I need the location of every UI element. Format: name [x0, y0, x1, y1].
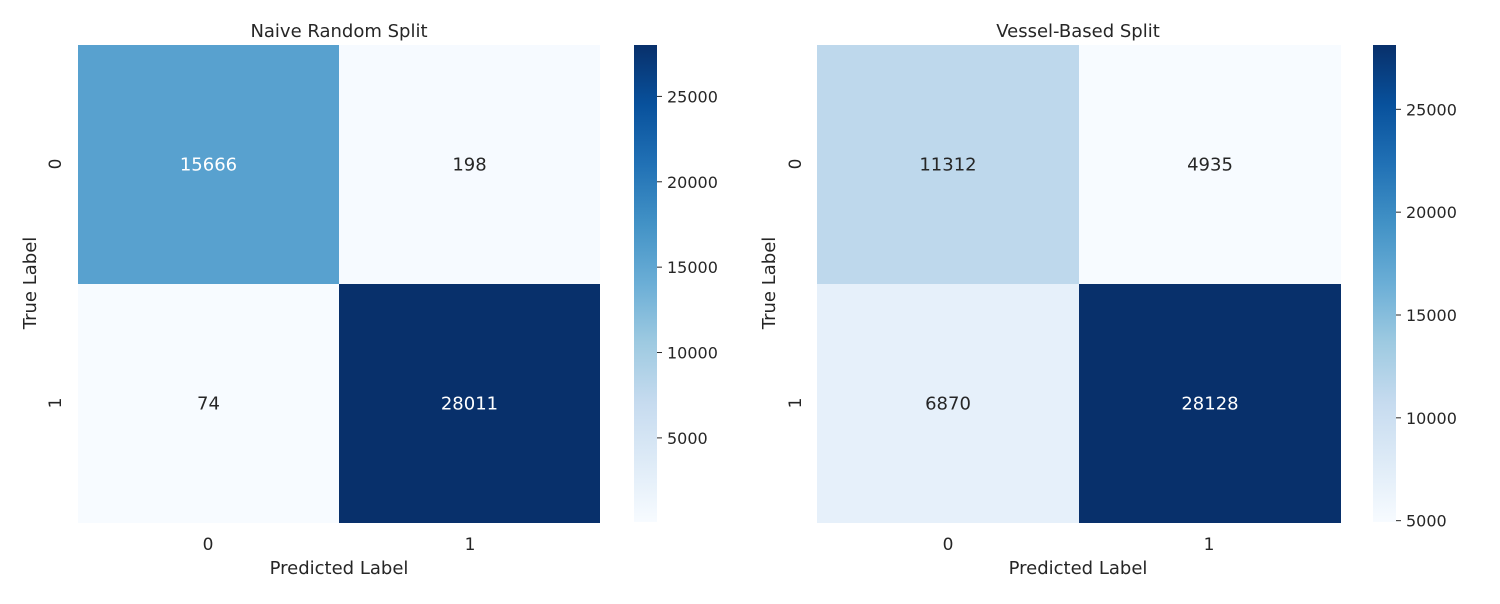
- colorbar-tick-label: 15000: [1406, 306, 1457, 325]
- colorbar-tick-label: 10000: [667, 344, 718, 363]
- cell-value-label: 28128: [1181, 394, 1238, 415]
- cell-value-label: 6870: [925, 394, 971, 415]
- colorbar-tick-label: 5000: [1406, 512, 1447, 531]
- colorbar-tick-label: 5000: [667, 429, 708, 448]
- colorbar-tick-label: 25000: [1406, 100, 1457, 119]
- heatmap-cell-0-1: [339, 45, 600, 284]
- heatmap-cell-1-0: [817, 284, 1079, 523]
- colorbar-tick-label: 20000: [667, 173, 718, 192]
- x-axis-label: Predicted Label: [1009, 558, 1148, 579]
- cell-value-label: 198: [452, 155, 486, 176]
- cell-value-label: 28011: [441, 394, 498, 415]
- heatmap-cells: 11312 4935 6870 28128: [817, 45, 1341, 523]
- x-tick-label-0: 0: [203, 535, 214, 555]
- colorbar-tick-label: 10000: [1406, 409, 1457, 428]
- x-tick-label-0: 0: [943, 535, 954, 555]
- cell-value-label: 15666: [180, 155, 237, 176]
- y-tick-label-1: 1: [46, 398, 66, 409]
- colorbar-ticks: 5000 10000 15000 20000 25000: [1396, 100, 1457, 531]
- x-axis-label: Predicted Label: [270, 558, 409, 579]
- heatmap-cell-1-0: [78, 284, 339, 523]
- colorbar-tick-label: 15000: [667, 258, 718, 277]
- x-tick-label-1: 1: [465, 535, 476, 555]
- colorbar-ticks: 5000 10000 15000 20000 25000: [657, 87, 718, 448]
- heatmap-cells: 15666 198 74 28011: [78, 45, 600, 523]
- y-tick-label-0: 0: [46, 159, 66, 170]
- heatmap-panel-naive: Naive Random Split 15666 198 74 28011 0 1 0…: [20, 21, 718, 579]
- chart-title: Naive Random Split: [250, 21, 427, 42]
- cell-value-label: 4935: [1187, 155, 1233, 176]
- y-axis-label: True Label: [20, 237, 41, 331]
- cell-value-label: 74: [197, 394, 220, 415]
- y-axis-label: True Label: [759, 237, 780, 331]
- y-tick-label-1: 1: [786, 398, 806, 409]
- heatmap-cell-0-0: [817, 45, 1079, 284]
- x-tick-label-1: 1: [1204, 535, 1215, 555]
- colorbar: [1373, 45, 1396, 522]
- heatmap-cell-0-1: [1079, 45, 1341, 284]
- chart-title: Vessel-Based Split: [996, 21, 1160, 42]
- heatmap-cell-1-1: [339, 284, 600, 523]
- heatmap-cell-0-0: [78, 45, 339, 284]
- heatmap-cell-1-1: [1079, 284, 1341, 523]
- colorbar: [634, 45, 657, 522]
- cell-value-label: 11312: [919, 155, 976, 176]
- colorbar-tick-label: 20000: [1406, 203, 1457, 222]
- y-tick-label-0: 0: [786, 159, 806, 170]
- colorbar-tick-label: 25000: [667, 87, 718, 106]
